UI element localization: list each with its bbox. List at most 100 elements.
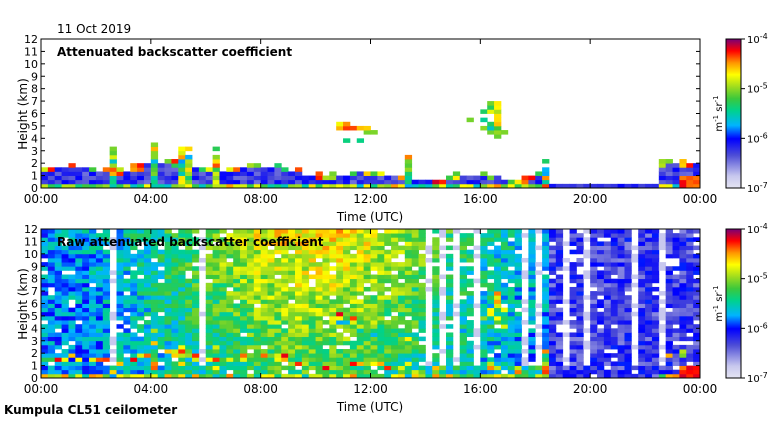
heatmap-cell [41,369,49,375]
heatmap-cell [143,299,152,304]
heatmap-cell [109,179,117,185]
heatmap-cell [658,266,667,271]
heatmap-cell [562,183,570,188]
heatmap-cell [610,315,619,321]
heatmap-cell [157,229,165,234]
heatmap-cell [672,274,680,280]
heatmap-cell [192,270,200,275]
heatmap-cell [47,357,56,362]
heatmap-cell [102,369,111,375]
heatmap-cell [528,349,536,354]
heatmap-cell [41,274,49,280]
heatmap-cell [617,311,625,317]
heatmap-cell [47,233,56,238]
heatmap-cell [349,237,358,242]
heatmap-cell [274,262,282,267]
heatmap-cell [507,328,516,333]
heatmap-cell [404,324,413,329]
heatmap-cell [212,349,220,354]
heatmap-cell [68,361,76,366]
heatmap-cell [178,167,186,172]
heatmap-cell [150,282,159,288]
heatmap-cell [645,365,653,371]
heatmap-cell [597,183,605,188]
heatmap-cell [164,175,172,181]
heatmap-cell [411,307,419,313]
heatmap-cell [542,320,550,325]
heatmap-cell [102,303,111,309]
heatmap-cell [473,245,481,251]
colorbar-tick-label: 10-4 [747,222,768,236]
heatmap-cell [54,257,62,263]
heatmap-cell [47,295,56,300]
heatmap-cell [253,175,262,181]
heatmap-cell [418,369,426,375]
heatmap-cell [343,121,351,127]
heatmap-cell [47,183,56,188]
heatmap-cell [356,349,365,354]
heatmap-cell [322,353,330,358]
heatmap-cell [617,328,625,333]
heatmap-cell [679,274,687,280]
heatmap-cell [404,349,413,354]
heatmap-cell [47,369,56,375]
heatmap-cell [198,171,207,176]
heatmap-cell [514,179,522,185]
heatmap-cell [253,245,262,251]
heatmap-cell [576,233,584,238]
heatmap-cell [576,365,584,371]
heatmap-cell [219,286,227,292]
heatmap-cell [301,332,310,338]
x-tick-label: 16:00 [463,382,498,396]
heatmap-cell [150,369,159,375]
heatmap-cell [521,357,529,362]
heatmap-cell [363,332,371,338]
heatmap-cell [212,274,220,280]
heatmap-cell [473,179,481,185]
heatmap-cell [308,175,316,181]
heatmap-cell [569,361,577,366]
heatmap-cell [624,286,632,292]
heatmap-cell [308,262,316,267]
heatmap-cell [61,291,69,296]
heatmap-cell [137,299,145,304]
heatmap-cell [253,241,262,246]
heatmap-cell [82,278,90,284]
heatmap-cell [651,266,660,271]
heatmap-cell [507,262,516,267]
heatmap-cell [562,332,570,338]
heatmap-cell [253,249,262,255]
heatmap-cell [240,257,248,263]
heatmap-cell [446,237,454,242]
heatmap-cell [240,229,248,234]
heatmap-cell [418,320,426,325]
heatmap-cell [610,241,619,246]
heatmap-cell [384,328,392,333]
heatmap-cell [548,299,557,304]
heatmap-cell [82,282,90,288]
heatmap-cell [672,361,680,366]
heatmap-cell [432,245,440,251]
heatmap-cell [212,365,220,371]
heatmap-cell [569,365,577,371]
heatmap-cell [137,328,145,333]
heatmap-cell [349,245,358,251]
heatmap-cell [487,336,495,342]
heatmap-cell [548,320,557,325]
heatmap-cell [315,307,323,313]
heatmap-cell [480,353,488,358]
heatmap-cell [267,336,275,342]
heatmap-cell [185,179,193,185]
heatmap-cell [686,353,694,358]
heatmap-cell [645,336,653,342]
heatmap-cell [89,262,97,267]
heatmap-cell [68,373,76,378]
heatmap-cell [253,332,262,338]
heatmap-cell [164,340,172,346]
x-tick-label: 20:00 [573,192,608,206]
heatmap-cell [240,233,248,238]
heatmap-cell [658,237,667,242]
heatmap-cell [555,373,564,378]
heatmap-cell [432,299,440,304]
heatmap-cell [370,286,378,292]
